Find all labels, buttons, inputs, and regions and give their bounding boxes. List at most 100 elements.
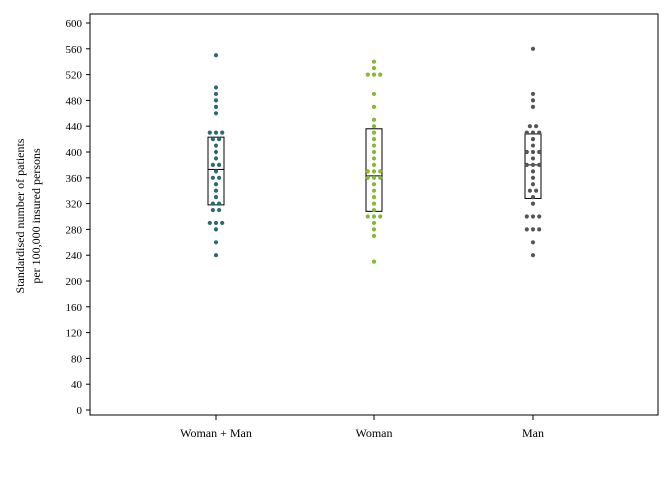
data-point [530, 143, 536, 148]
data-point [217, 207, 222, 213]
data-point [371, 201, 377, 206]
data-point [524, 130, 529, 135]
data-point [371, 162, 377, 167]
data-point [220, 130, 225, 135]
data-point [530, 130, 536, 135]
data-point [365, 175, 370, 180]
data-point [530, 253, 536, 258]
data-point [371, 169, 377, 174]
data-point [365, 214, 370, 219]
data-point [530, 46, 536, 51]
y-tick-label: 40 [71, 379, 83, 391]
data-point [530, 149, 536, 155]
y-tick-label: 280 [66, 224, 83, 236]
data-point [213, 98, 219, 103]
y-tick-label: 200 [66, 276, 83, 288]
data-point [524, 214, 529, 219]
x-category-label: Woman [355, 426, 392, 440]
data-point [213, 85, 219, 90]
data-point [371, 156, 377, 161]
y-tick-label: 160 [66, 302, 83, 314]
box-iqr [207, 136, 225, 206]
data-point [530, 227, 536, 232]
data-point [213, 149, 219, 155]
data-point [213, 143, 219, 148]
data-point [530, 182, 536, 187]
x-category-label: Woman + Man [180, 426, 252, 440]
data-point [530, 169, 536, 174]
data-point [530, 98, 536, 103]
data-point [217, 137, 222, 142]
data-point [371, 66, 377, 71]
y-tick-label: 560 [66, 44, 83, 56]
data-point [530, 175, 536, 180]
data-point [371, 188, 377, 193]
data-point [213, 91, 219, 97]
data-point [213, 188, 219, 193]
data-point [213, 104, 219, 109]
data-point [371, 214, 377, 219]
x-axis: Woman + Man Woman Man [180, 415, 544, 440]
data-point [217, 175, 222, 180]
data-point [378, 214, 383, 219]
data-point [371, 72, 377, 77]
data-point [371, 259, 377, 264]
data-point [537, 227, 542, 232]
data-point [371, 220, 377, 226]
data-point [530, 137, 536, 142]
data-point [530, 214, 536, 219]
data-point [534, 188, 539, 193]
data-point [524, 227, 529, 232]
data-point [371, 227, 377, 232]
data-point [534, 124, 539, 129]
data-point [530, 104, 536, 109]
y-axis-title-line-1: Standardised number of patients [13, 138, 27, 293]
data-point [371, 195, 377, 200]
data-point [371, 143, 377, 148]
data-point [365, 72, 370, 77]
data-point [210, 175, 215, 180]
y-tick-label: 80 [71, 353, 83, 365]
data-point [207, 220, 212, 226]
data-point [371, 137, 377, 142]
y-tick-label: 120 [66, 328, 83, 340]
data-point [371, 117, 377, 122]
data-point [524, 149, 529, 155]
data-point [530, 240, 536, 245]
data-point [537, 130, 542, 135]
data-point [210, 162, 215, 167]
data-point [378, 72, 383, 77]
data-point [371, 149, 377, 155]
data-point [530, 156, 536, 161]
data-point [530, 195, 536, 200]
data-point [213, 240, 219, 245]
data-point [213, 220, 219, 226]
y-tick-label: 360 [66, 173, 83, 185]
y-tick-label: 400 [66, 147, 83, 159]
data-point [378, 169, 383, 174]
data-point [213, 227, 219, 232]
y-axis: 0 40 80 120 160 200 240 280 320 360 400 440 480 520 56… [66, 18, 90, 417]
data-point [213, 130, 219, 135]
data-point [527, 124, 533, 129]
points-layer [207, 46, 542, 264]
data-point [213, 195, 219, 200]
data-point [378, 175, 383, 180]
data-point [217, 201, 222, 206]
data-point [527, 188, 533, 193]
data-point [210, 207, 215, 213]
y-tick-label: 440 [66, 121, 83, 133]
data-point [371, 59, 377, 64]
data-point [213, 169, 219, 174]
data-point [530, 201, 536, 206]
data-point [220, 220, 225, 226]
x-category-label: Man [522, 426, 544, 440]
data-point [371, 124, 377, 129]
data-point [210, 137, 215, 142]
y-tick-label: 520 [66, 70, 83, 82]
data-point [530, 91, 536, 97]
data-point [213, 182, 219, 187]
data-point [371, 233, 377, 238]
